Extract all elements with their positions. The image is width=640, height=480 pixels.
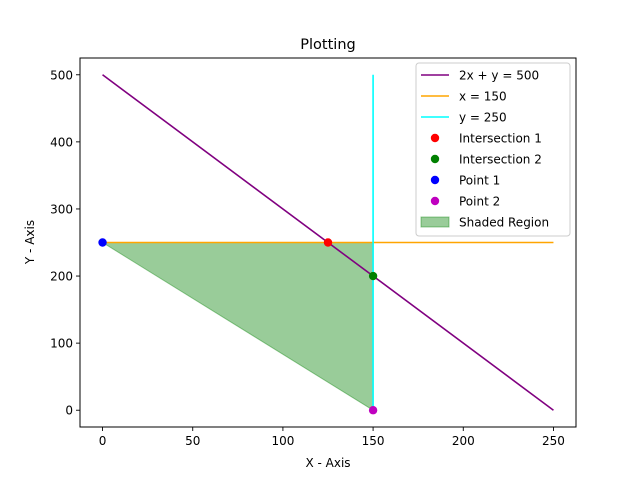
legend-swatch-intersection-2 — [430, 154, 440, 164]
point-point-2 — [368, 406, 378, 415]
y-tick-label: 200 — [50, 270, 73, 284]
x-tick-label: 100 — [271, 434, 294, 448]
y-tick-label: 300 — [50, 202, 73, 216]
x-tick-label: 250 — [542, 434, 565, 448]
legend-label: Intersection 2 — [459, 153, 542, 167]
legend-label: Point 1 — [459, 174, 500, 188]
y-tick-label: 100 — [50, 337, 73, 351]
point-intersection-2 — [368, 271, 378, 281]
axes-frame — [79, 57, 577, 428]
legend-label: 2x + y = 500 — [459, 69, 539, 83]
point-point-1 — [98, 238, 107, 247]
y-tick-label: 0 — [65, 404, 73, 418]
x-tick-label: 50 — [185, 434, 200, 448]
legend-box — [415, 62, 571, 237]
legend-label: y = 250 — [459, 111, 507, 125]
point-intersection-1 — [323, 238, 333, 247]
legend-swatch-shaded-region — [420, 216, 450, 228]
legend: 2x + y = 500 x = 150 y = 250 Intersection 1… — [415, 62, 571, 237]
y-tick-label: 500 — [50, 68, 73, 82]
legend-swatch-intersection-1 — [430, 133, 440, 143]
x-tick-label: 0 — [99, 434, 107, 448]
shaded-region — [100, 242, 374, 412]
legend-label: Point 2 — [459, 195, 500, 209]
y-tick-label: 400 — [50, 135, 73, 149]
x-tick-label: 150 — [362, 434, 385, 448]
legend-label: Shaded Region — [459, 216, 549, 230]
y-axis-label: Y - Axis — [23, 220, 37, 265]
legend-label: Intersection 1 — [459, 132, 542, 146]
legend-swatch-point-2 — [430, 196, 440, 206]
x-axis-label: X - Axis — [305, 456, 350, 470]
x-tick-label: 200 — [452, 434, 475, 448]
legend-label: x = 150 — [459, 90, 507, 104]
legend-swatch-point-1 — [430, 175, 440, 185]
chart-title: Plotting — [300, 37, 355, 53]
